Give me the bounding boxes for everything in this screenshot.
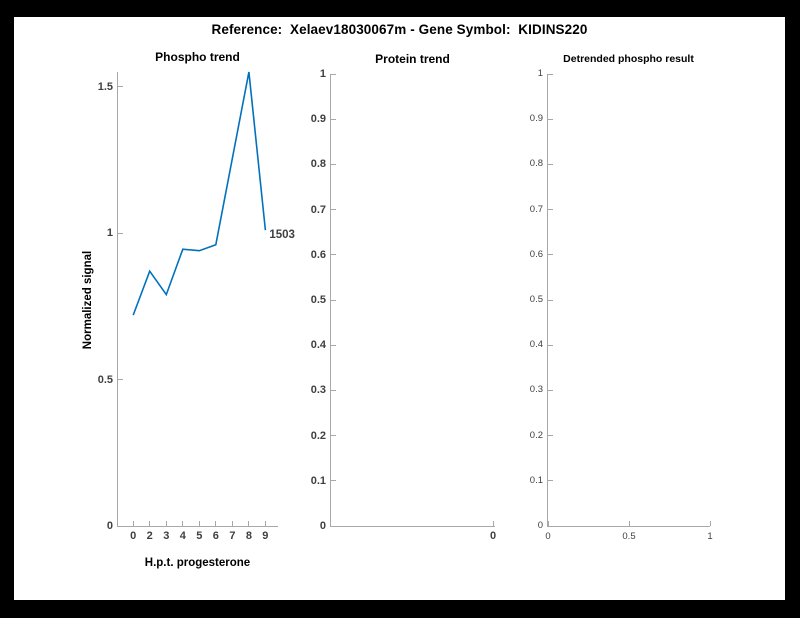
y-tick-mark: [548, 163, 553, 165]
y-tick-mark: [548, 389, 553, 391]
y-tick-label: 0: [106, 520, 113, 532]
y-tick-label: 0.5: [97, 373, 113, 386]
plot-axes: 1503 0 0.5 1 1.5 0 2 3 4 5 6 7 8 9: [98, 71, 295, 542]
plot-title: Detrended phospho result: [563, 53, 694, 65]
y-tick-label: 0.6: [310, 248, 326, 261]
y-tick-mark: [548, 344, 553, 346]
y-tick-label: 0.8: [310, 158, 326, 171]
y-tick-mark: [118, 232, 123, 234]
y-tick-label: 0.3: [529, 384, 543, 396]
y-tick-mark: [331, 525, 336, 527]
x-tick-label: 6: [212, 530, 219, 542]
y-tick-label: 0.3: [310, 384, 326, 397]
x-tick-mark: [547, 521, 549, 526]
x-tick-label: 0: [130, 530, 137, 542]
y-tick-label: 0.2: [529, 429, 543, 441]
y-axis-label: Normalized signal: [82, 250, 94, 350]
x-tick-label: 1: [707, 531, 713, 542]
x-tick-label: 8: [245, 530, 252, 542]
y-tick-mark: [331, 344, 336, 346]
y-tick-mark: [331, 480, 336, 482]
x-tick-mark: [628, 521, 630, 526]
y-tick-mark: [548, 525, 553, 527]
y-tick-label: 0.6: [529, 248, 543, 260]
y-tick-mark: [331, 73, 336, 75]
x-tick-mark: [198, 521, 200, 526]
y-tick-label: 0.7: [310, 203, 326, 216]
x-tick-label: 7: [229, 530, 236, 542]
y-tick-label: 0.8: [529, 158, 543, 170]
y-tick-mark: [331, 163, 336, 165]
figure-title: Reference: Xelaev18030067m - Gene Symbol…: [211, 22, 588, 37]
y-tick-label: 0.4: [529, 339, 543, 351]
y-tick-mark: [548, 254, 553, 256]
x-tick-mark: [492, 521, 494, 526]
y-tick-mark: [331, 118, 336, 120]
x-tick-mark: [132, 521, 134, 526]
y-tick-mark: [331, 254, 336, 256]
y-tick-label: 0.9: [310, 113, 326, 126]
x-tick-mark: [248, 521, 250, 526]
plot-title: Phospho trend: [155, 50, 240, 64]
x-tick-label: 2: [146, 530, 153, 542]
x-axis-label: H.p.t. progesterone: [144, 557, 251, 569]
y-tick-mark: [548, 118, 553, 120]
y-tick-label: 1: [106, 227, 113, 240]
y-tick-label: 0: [537, 520, 543, 531]
y-tick-mark: [548, 209, 553, 211]
trend-line: [132, 71, 267, 316]
y-tick-mark: [548, 435, 553, 437]
y-tick-mark: [331, 299, 336, 301]
x-tick-mark: [215, 521, 217, 526]
y-tick-label: 0: [319, 520, 326, 532]
y-tick-mark: [548, 480, 553, 482]
x-tick-mark: [149, 521, 151, 526]
x-tick-mark: [182, 521, 184, 526]
trend-line: [548, 74, 710, 526]
y-tick-label: 0.1: [310, 474, 326, 487]
plot-title: Protein trend: [375, 52, 450, 66]
y-tick-mark: [118, 86, 123, 88]
y-tick-label: 0.5: [529, 294, 543, 305]
y-tick-label: 0.7: [529, 203, 543, 215]
y-tick-mark: [118, 379, 123, 381]
x-tick-label: 5: [196, 530, 203, 542]
series-phospho-signal: [132, 71, 267, 316]
y-tick-mark: [118, 525, 123, 527]
x-tick-label: 4: [179, 530, 186, 542]
y-tick-mark: [548, 73, 553, 75]
y-tick-label: 0.1: [529, 474, 543, 486]
y-tick-mark: [331, 435, 336, 437]
plot-axes: 0 0.1 0.2 0.3 0.4 0.5 0.6 0.7 0.8 0.9 1 0: [311, 68, 496, 542]
y-tick-label: 0.9: [529, 113, 543, 125]
x-tick-mark: [231, 521, 233, 526]
x-tick-mark: [165, 521, 167, 526]
x-tick-mark: [264, 521, 266, 526]
endpoint-value-label: 1503: [269, 229, 295, 242]
y-tick-label: 0.2: [310, 429, 326, 442]
y-tick-mark: [331, 389, 336, 391]
y-tick-label: 0.5: [310, 294, 326, 306]
y-tick-label: 0.4: [310, 339, 326, 352]
x-tick-label: 9: [262, 530, 269, 542]
y-tick-label: 1: [537, 68, 543, 79]
x-tick-label: 0: [545, 531, 551, 542]
figure-area: Reference: Xelaev18030067m - Gene Symbol…: [14, 17, 785, 600]
y-tick-mark: [331, 209, 336, 211]
y-tick-mark: [548, 299, 553, 301]
y-tick-label: 1.5: [97, 80, 113, 93]
x-tick-label: 3: [163, 530, 170, 542]
plot-axes: 0 0.1 0.2 0.3 0.4 0.5 0.6 0.7 0.8 0.9 1 0 0.5 1: [530, 68, 713, 542]
trend-line: [331, 74, 495, 526]
x-tick-mark: [709, 521, 711, 526]
x-tick-label: 0.5: [622, 531, 636, 542]
x-tick-label: 0: [489, 530, 497, 542]
y-tick-label: 1: [319, 68, 326, 80]
